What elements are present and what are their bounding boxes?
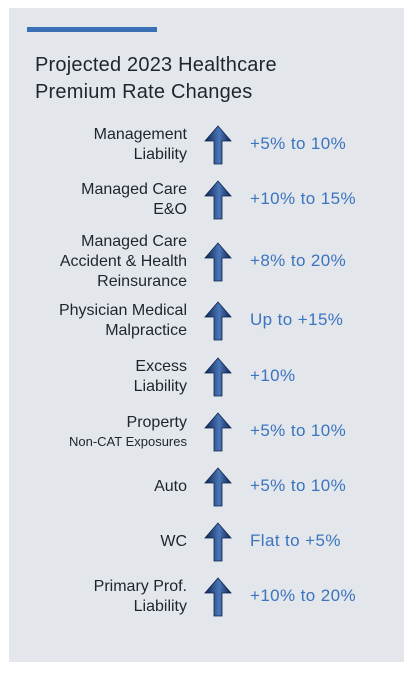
up-arrow-icon (204, 301, 232, 341)
up-arrow-icon (204, 125, 232, 165)
up-arrow-icon (204, 357, 232, 397)
up-arrow-icon (204, 522, 232, 562)
rate-category-label-line: Managed Care (81, 233, 187, 250)
rate-category-label-line: Accident & Health (59, 253, 187, 270)
up-arrow-icon (204, 467, 232, 507)
up-arrow-icon (204, 180, 232, 220)
up-arrow-icon (204, 412, 232, 452)
rate-category-label-line: Physician Medical (58, 302, 187, 319)
rate-category-label-line: Property (126, 414, 187, 431)
rate-category-label-line: WC (160, 533, 187, 550)
rate-category-label-line: E&O (153, 201, 187, 218)
rate-change-value: +10% to 15% (250, 189, 357, 208)
rate-change-value: +5% to 10% (250, 476, 347, 495)
rate-change-value: Up to +15% (250, 310, 344, 329)
rate-change-value: +5% to 10% (250, 421, 347, 440)
chart-title: Projected 2023 Healthcare Premium Rate C… (35, 52, 365, 106)
rate-category-label: WC (160, 532, 187, 552)
rate-change-value: +10% to 20% (250, 586, 357, 605)
chart-title-line: Premium Rate Changes (35, 81, 253, 103)
rate-category-label-line: Reinsurance (97, 273, 187, 290)
rate-changes-card (9, 8, 404, 662)
chart-title-line: Projected 2023 Healthcare (35, 54, 277, 76)
rate-category-label-line: Malpractice (105, 322, 187, 339)
rate-change-value: +10% (250, 366, 296, 385)
rate-category-label-line: Auto (154, 478, 187, 495)
accent-bar (27, 27, 157, 32)
rate-category-label-line: Liability (133, 378, 187, 395)
rate-change-value: +8% to 20% (250, 251, 347, 270)
rate-category-label-line: Liability (133, 598, 187, 615)
rate-category-label: Management Liability (94, 125, 187, 165)
rate-category-label-line: Management (93, 126, 187, 143)
rate-category-sublabel: Non-CAT Exposures (68, 434, 187, 449)
rate-category-label: Primary Prof. Liability (94, 577, 187, 617)
rate-category-label: Property Non-CAT Exposures (69, 413, 187, 451)
rate-category-label: Managed Care Accident & Health Reinsurance (60, 232, 187, 292)
rate-category-label-line: Managed Care (81, 181, 187, 198)
rate-category-label: Auto (154, 477, 187, 497)
up-arrow-icon (204, 577, 232, 617)
up-arrow-icon (204, 242, 232, 282)
rate-category-label-line: Liability (133, 146, 187, 163)
rate-change-value: Flat to +5% (250, 531, 341, 550)
rate-category-label-line: Primary Prof. (93, 578, 187, 595)
rate-category-label: Managed Care E&O (81, 180, 187, 220)
rate-category-label-line: Excess (135, 358, 187, 375)
rate-change-value: +5% to 10% (250, 134, 347, 153)
rate-category-label: Excess Liability (134, 357, 187, 397)
rate-category-label: Physician Medical Malpractice (59, 301, 187, 341)
